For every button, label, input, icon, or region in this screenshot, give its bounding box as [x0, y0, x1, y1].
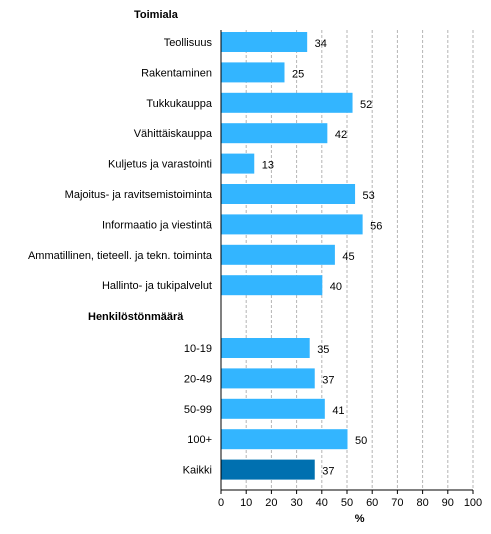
value-label: 37 [322, 466, 334, 478]
x-tick-label: 60 [366, 497, 378, 509]
category-label: 50-99 [184, 404, 212, 416]
category-label: Informaatio ja viestintä [102, 219, 213, 231]
bar [221, 214, 363, 235]
x-tick-label: 70 [391, 497, 403, 509]
value-label: 50 [355, 435, 367, 447]
bar [221, 429, 348, 450]
bar [221, 368, 315, 389]
value-label: 42 [335, 129, 347, 141]
category-label: Majoitus- ja ravitsemistoiminta [65, 189, 213, 201]
bar [221, 275, 323, 296]
group-heading: Toimiala [134, 9, 179, 21]
category-label: Ammatillinen, tieteell. ja tekn. toimint… [28, 250, 213, 262]
category-label: Vähittäiskauppa [134, 128, 213, 140]
bar [221, 123, 328, 144]
x-axis-ticks: 0 10 20 30 40 50 60 70 80 90 100 [218, 490, 482, 509]
bar [221, 92, 353, 113]
x-tick-label: 10 [240, 497, 252, 509]
x-tick-label: 0 [218, 497, 224, 509]
x-axis-unit-label: % [355, 513, 365, 525]
value-label: 34 [315, 38, 327, 50]
bar [221, 32, 308, 52]
value-label: 52 [360, 99, 372, 111]
bar [221, 459, 315, 480]
category-label: 100+ [187, 434, 212, 446]
x-tick-label: 100 [464, 497, 482, 509]
category-label: Rakentaminen [141, 67, 212, 79]
x-tick-label: 90 [442, 497, 454, 509]
bar [221, 244, 335, 265]
category-labels: Toimiala Teollisuus Rakentaminen Tukkukaupp… [28, 9, 213, 477]
x-tick-label: 30 [290, 497, 302, 509]
x-tick-label: 50 [341, 497, 353, 509]
category-label: 20-49 [184, 373, 212, 385]
category-label: Tukkukauppa [146, 98, 213, 110]
category-label: Kuljetus ja varastointi [108, 159, 212, 171]
value-label: 41 [332, 405, 344, 417]
bar [221, 184, 356, 204]
value-label: 53 [363, 190, 375, 202]
value-labels: 34 25 52 42 13 53 56 45 40 35 37 41 50 37 [262, 38, 383, 478]
x-tick-label: 20 [265, 497, 277, 509]
bar [221, 153, 255, 174]
bar [221, 62, 285, 83]
category-label: 10-19 [184, 343, 212, 355]
category-label: Kaikki [183, 465, 212, 477]
value-label: 40 [330, 281, 342, 293]
bar [221, 338, 310, 358]
x-tick-label: 40 [316, 497, 328, 509]
bars [221, 32, 363, 480]
x-tick-label: 80 [416, 497, 428, 509]
category-label: Hallinto- ja tukipalvelut [102, 280, 212, 292]
value-label: 25 [292, 68, 304, 80]
value-label: 35 [317, 344, 329, 356]
category-label: Teollisuus [164, 37, 213, 49]
group-heading: Henkilöstönmäärä [88, 311, 184, 323]
value-label: 37 [322, 374, 334, 386]
value-label: 45 [342, 251, 354, 263]
value-label: 13 [262, 160, 274, 172]
bar [221, 398, 325, 419]
value-label: 56 [370, 220, 382, 232]
